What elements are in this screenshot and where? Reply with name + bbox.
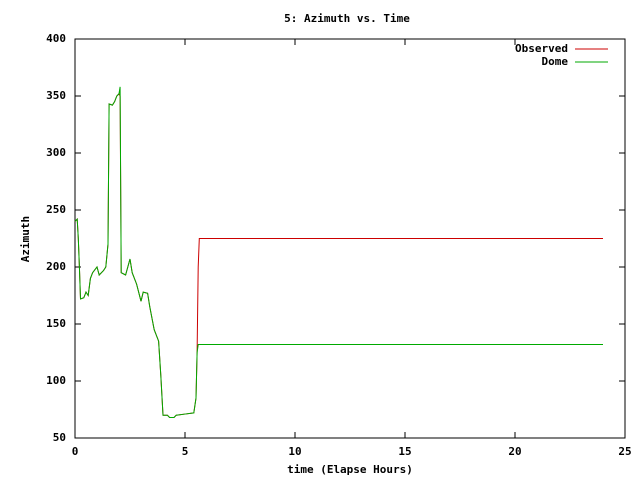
x-tick-label: 20 (508, 445, 521, 458)
y-tick-label: 50 (53, 431, 66, 444)
x-tick-label: 5 (182, 445, 189, 458)
x-tick-label: 0 (72, 445, 79, 458)
y-tick-label: 300 (46, 146, 66, 159)
x-axis-label: time (Elapse Hours) (287, 463, 413, 476)
x-tick-label: 10 (288, 445, 301, 458)
y-tick-label: 350 (46, 89, 66, 102)
x-tick-label: 15 (398, 445, 411, 458)
data-line (74, 86, 603, 418)
y-axis-label: Azimuth (19, 216, 32, 262)
chart-title: 5: Azimuth vs. Time (284, 12, 410, 25)
y-tick-label: 100 (46, 374, 66, 387)
y-tick-label: 150 (46, 317, 66, 330)
y-tick-label: 200 (46, 260, 66, 273)
y-tick-label: 400 (46, 32, 66, 45)
y-tick-label: 250 (46, 203, 66, 216)
legend-label: Observed (515, 42, 568, 55)
plot-border (74, 38, 626, 439)
x-tick-label: 25 (618, 445, 631, 458)
legend-label: Dome (542, 55, 569, 68)
